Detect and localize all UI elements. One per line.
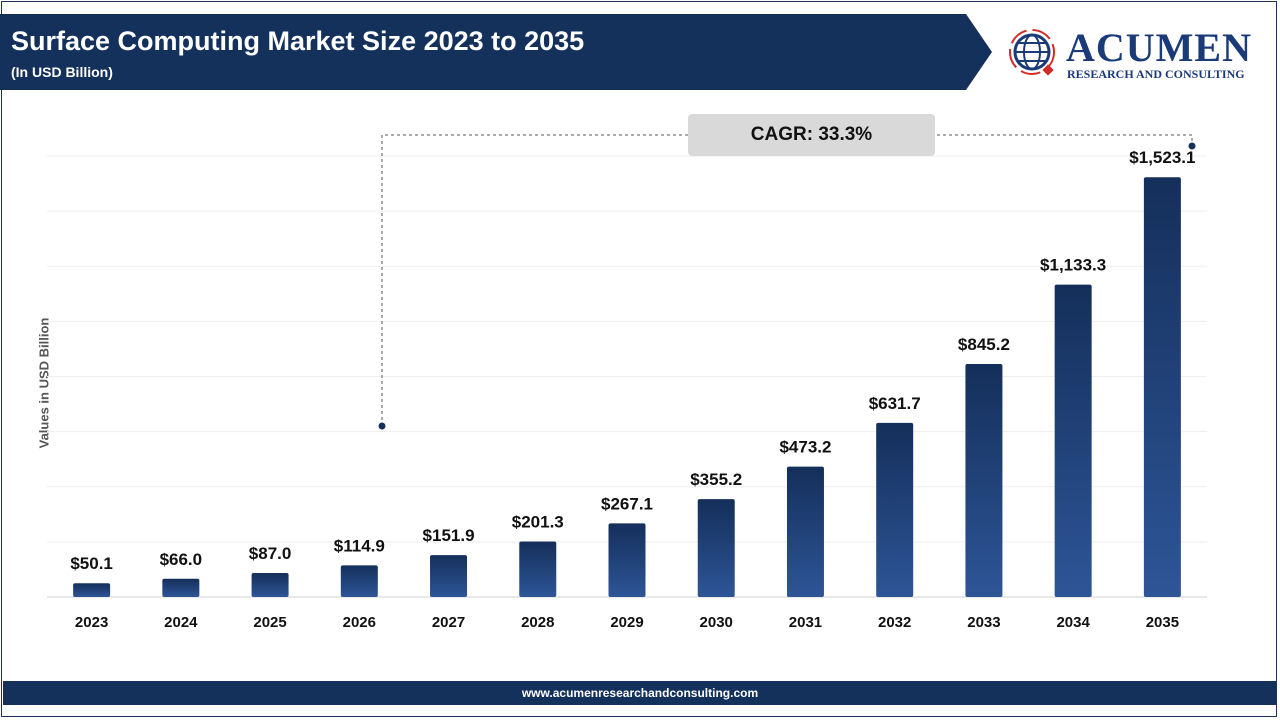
footer-url[interactable]: www.acumenresearchandconsulting.com bbox=[3, 681, 1277, 705]
x-tick-label: 2023 bbox=[75, 614, 108, 631]
bar-2030 bbox=[697, 499, 735, 597]
x-tick-label: 2034 bbox=[1056, 614, 1090, 631]
bar-2029 bbox=[608, 523, 646, 597]
bar-2033 bbox=[965, 364, 1003, 597]
x-tick-label: 2035 bbox=[1146, 614, 1179, 631]
logo-name: ACUMEN bbox=[1066, 25, 1252, 70]
data-label: $151.9 bbox=[423, 526, 475, 545]
data-label: $473.2 bbox=[779, 438, 831, 457]
x-tick-label: 2024 bbox=[164, 614, 198, 631]
bar-2027 bbox=[430, 555, 468, 597]
data-label: $114.9 bbox=[334, 536, 385, 555]
data-label: $50.1 bbox=[70, 554, 113, 573]
data-label: $845.2 bbox=[958, 335, 1010, 354]
data-label: $355.2 bbox=[690, 470, 742, 489]
bar-2024 bbox=[162, 578, 200, 597]
bar-2035 bbox=[1143, 177, 1181, 597]
bar-2031 bbox=[786, 466, 824, 597]
data-label: $267.1 bbox=[601, 494, 653, 513]
x-tick-label: 2031 bbox=[789, 614, 822, 631]
bar-2023 bbox=[73, 583, 111, 597]
x-tick-label: 2026 bbox=[343, 614, 376, 631]
logo-tagline: RESEARCH AND CONSULTING bbox=[1067, 67, 1245, 81]
connector-dot bbox=[378, 422, 386, 430]
x-tick-label: 2025 bbox=[253, 614, 286, 631]
x-tick-label: 2032 bbox=[878, 614, 911, 631]
data-label: $201.3 bbox=[512, 513, 564, 532]
header-banner bbox=[0, 14, 992, 90]
bar-2026 bbox=[340, 565, 378, 597]
x-tick-label: 2033 bbox=[967, 614, 1000, 631]
data-label: $87.0 bbox=[249, 544, 292, 563]
x-tick-label: 2029 bbox=[610, 614, 643, 631]
bar-2028 bbox=[519, 541, 557, 597]
chart-subtitle: (In USD Billion) bbox=[11, 64, 113, 80]
x-tick-label: 2028 bbox=[521, 614, 554, 631]
x-tick-label: 2030 bbox=[700, 614, 733, 631]
data-label: $1,133.3 bbox=[1040, 256, 1106, 275]
data-label: $1,523.1 bbox=[1129, 148, 1195, 167]
data-label: $66.0 bbox=[160, 550, 203, 569]
connector-dot bbox=[1188, 142, 1196, 150]
chart-title: Surface Computing Market Size 2023 to 20… bbox=[11, 26, 585, 56]
data-label: $631.7 bbox=[869, 394, 921, 413]
bar-2032 bbox=[876, 422, 914, 597]
bar-2034 bbox=[1054, 284, 1092, 597]
x-tick-label: 2027 bbox=[432, 614, 465, 631]
cagr-badge: CAGR: 33.3% bbox=[688, 114, 935, 156]
bar-2025 bbox=[251, 573, 289, 597]
